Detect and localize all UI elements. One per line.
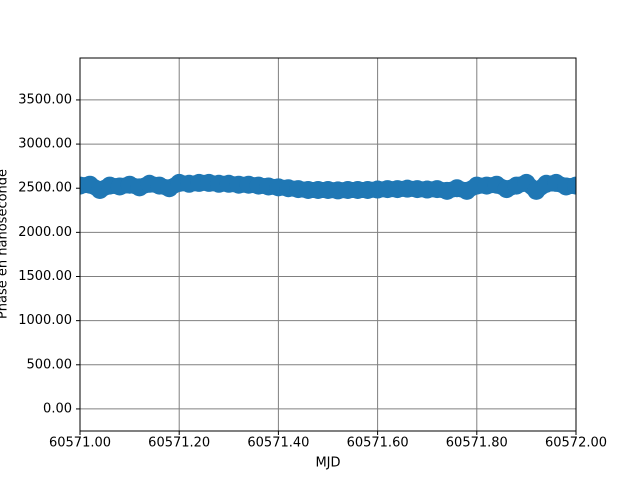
y-tick-label: 3000.00 — [18, 137, 72, 152]
y-tick-label: 1000.00 — [18, 313, 72, 328]
x-tick-label: 60572.00 — [545, 436, 607, 451]
y-tick-label: 2500.00 — [18, 181, 72, 196]
y-tick-label: 1500.00 — [18, 269, 72, 284]
y-tick-label: 0.00 — [43, 401, 72, 416]
plot-frame — [79, 57, 577, 432]
x-tick-label: 60571.40 — [247, 436, 309, 451]
y-tick-label: 3500.00 — [18, 92, 72, 107]
y-tick-label: 500.00 — [27, 357, 73, 372]
x-tick-label: 60571.60 — [347, 436, 409, 451]
y-axis-label: Phase en nanoseconde — [0, 169, 11, 319]
y-tick-label: 2000.00 — [18, 225, 72, 240]
data-point — [567, 176, 576, 195]
x-axis-label: MJD — [315, 456, 340, 471]
x-tick-label: 60571.80 — [446, 436, 508, 451]
x-tick-label: 60571.00 — [49, 436, 111, 451]
x-tick-label: 60571.20 — [148, 436, 210, 451]
